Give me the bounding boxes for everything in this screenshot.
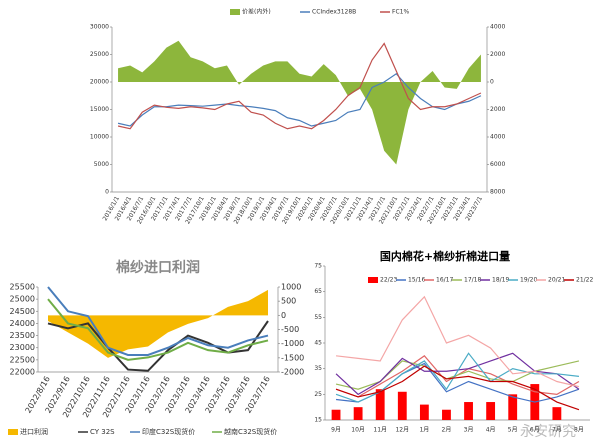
y-tick-label: 65 <box>314 288 322 295</box>
bar <box>486 402 496 420</box>
bar <box>331 409 341 420</box>
y-tick-label: 5000 <box>94 161 109 168</box>
y-tick-label: 2000 <box>490 106 505 113</box>
y-tick-label: 4000 <box>490 24 505 31</box>
y-tick-label: 24500 <box>10 307 35 316</box>
y-tick-label: -1500 <box>281 353 304 362</box>
bar <box>552 407 562 420</box>
x-tick-label: 3月 <box>464 427 474 434</box>
y-tick-label: 45 <box>314 340 322 347</box>
legend-label: CCIndex3128B <box>312 9 356 16</box>
bar <box>397 391 407 420</box>
y-tick-label: -1000 <box>281 339 304 348</box>
x-tick-label: 6月 <box>530 427 540 434</box>
line <box>335 365 580 411</box>
watermark: 永安研究 <box>520 424 576 440</box>
legend-label: 进口利润 <box>20 427 48 436</box>
y-tick-label: 15000 <box>90 106 109 113</box>
y-tick-label: 25 <box>314 391 322 398</box>
y-tick-label: -500 <box>281 325 299 334</box>
area <box>48 289 268 358</box>
chart-title: 国内棉花+棉纱折棉进口量 <box>380 249 510 263</box>
line <box>47 298 269 361</box>
bar <box>375 389 385 420</box>
line <box>117 72 482 127</box>
legend-label: 印度C32S现货价 <box>142 427 195 436</box>
legend-label: 价差(内外) <box>242 8 271 16</box>
legend-label: 15/16 <box>408 277 425 284</box>
y-tick-label: 8000 <box>490 189 505 196</box>
y-tick-label: 23500 <box>10 331 35 340</box>
y-tick-label: 0 <box>105 189 109 196</box>
legend-label: FC1% <box>392 9 409 16</box>
x-tick-label: 8月 <box>574 427 584 434</box>
y-tick-label: 75 <box>314 263 322 270</box>
y-tick-label: 55 <box>314 314 322 321</box>
y-tick-label: 24000 <box>10 319 35 328</box>
bar <box>508 394 518 420</box>
y-tick-label: 25500 <box>10 283 35 292</box>
line <box>335 360 580 390</box>
y-tick-label: 20000 <box>90 79 109 86</box>
line <box>47 286 269 356</box>
y-tick-label: 25000 <box>90 51 109 58</box>
y-tick-label: 22500 <box>10 355 35 364</box>
legend-label: 越南C32S现货价 <box>224 427 277 436</box>
legend-label: 21/22 <box>576 277 593 284</box>
x-tick-label: 2月 <box>442 427 452 434</box>
legend-swatch <box>8 429 18 435</box>
legend-label: 16/17 <box>436 277 453 284</box>
y-tick-label: 2000 <box>490 51 505 58</box>
y-tick-label: 25000 <box>10 295 35 304</box>
legend-swatch <box>368 277 378 283</box>
bar <box>442 409 451 420</box>
legend-label: CY 32S <box>90 428 115 436</box>
x-tick-label: 5月 <box>508 427 518 434</box>
bar <box>353 407 363 420</box>
x-tick-label: 12月 <box>395 427 409 434</box>
bar <box>464 402 473 420</box>
y-tick-label: 6000 <box>490 161 505 168</box>
chart-title: 棉纱进口利润 <box>116 259 200 276</box>
line <box>335 355 580 398</box>
line <box>117 42 482 130</box>
x-tick-label: 9月 <box>331 427 341 434</box>
legend-label: 20/21 <box>548 277 565 284</box>
line <box>335 352 580 396</box>
y-tick-label: 4000 <box>490 134 505 141</box>
line <box>335 352 580 403</box>
x-tick-label: 1月 <box>419 427 429 434</box>
line <box>335 295 580 388</box>
y-tick-label: 30000 <box>90 24 109 31</box>
legend-label: 18/19 <box>492 277 509 284</box>
y-tick-label: 15 <box>314 417 322 424</box>
y-tick-label: 35 <box>314 365 322 372</box>
x-tick-label: 7月 <box>552 427 562 434</box>
y-tick-label: 500 <box>281 297 296 306</box>
y-tick-label: 0 <box>281 311 286 320</box>
x-tick-label: 4月 <box>486 427 496 434</box>
y-tick-label: 10000 <box>90 134 109 141</box>
x-tick-label: 10月 <box>351 427 365 434</box>
legend-label: 17/18 <box>464 277 481 284</box>
legend-label: 19/20 <box>520 277 537 284</box>
y-tick-label: 0 <box>490 79 494 86</box>
area <box>118 40 481 165</box>
y-tick-label: 22000 <box>10 368 35 377</box>
y-tick-label: 23000 <box>10 343 35 352</box>
legend-label: 22/23 <box>380 277 397 284</box>
legend-swatch <box>230 9 240 15</box>
bar <box>419 404 429 420</box>
y-tick-label: -2000 <box>281 368 304 377</box>
x-tick-label: 11月 <box>373 427 387 434</box>
y-tick-label: 1000 <box>281 283 301 292</box>
